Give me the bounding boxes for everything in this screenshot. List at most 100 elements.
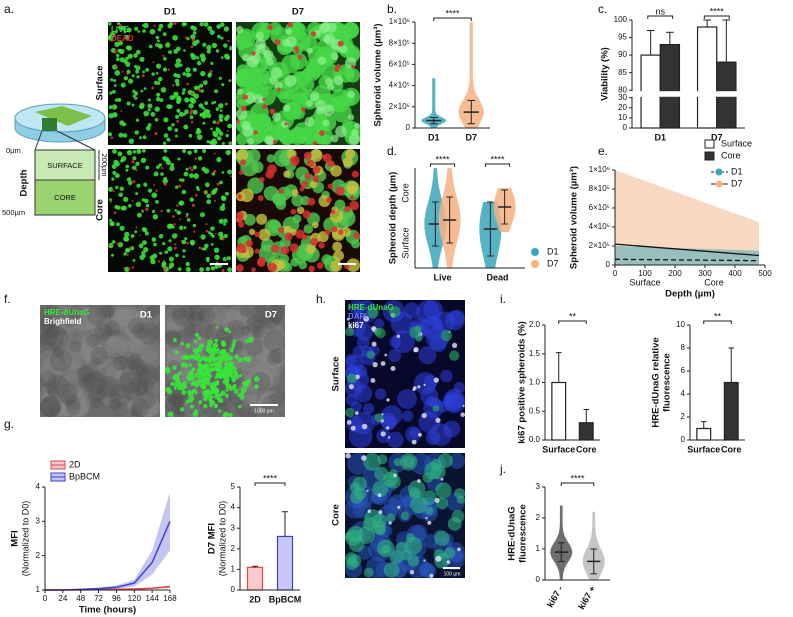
cell xyxy=(192,348,198,354)
cell xyxy=(189,97,195,103)
category-label: D1 xyxy=(428,132,440,142)
cell xyxy=(197,376,201,380)
cell xyxy=(388,349,402,362)
cell xyxy=(91,352,108,369)
cell xyxy=(291,189,299,197)
cell xyxy=(218,231,224,237)
significance-bracket xyxy=(433,17,472,21)
cell xyxy=(40,305,63,328)
cell xyxy=(197,156,203,161)
significance-label: **** xyxy=(445,8,460,18)
cell xyxy=(128,138,134,144)
cell xyxy=(223,222,227,226)
cell xyxy=(186,337,208,359)
cell xyxy=(191,380,196,385)
cell xyxy=(310,237,318,246)
cell xyxy=(460,412,466,418)
cell xyxy=(283,170,291,178)
cell xyxy=(114,173,120,179)
cell xyxy=(110,308,134,332)
cell xyxy=(183,171,189,177)
cell xyxy=(78,373,97,392)
cell xyxy=(227,267,233,272)
cell xyxy=(185,67,191,73)
cell xyxy=(221,171,225,174)
cell xyxy=(146,305,161,319)
cell xyxy=(65,396,81,412)
violin xyxy=(582,511,605,580)
cell xyxy=(390,311,413,335)
y-axis-label: Viability (%) xyxy=(600,47,611,101)
cell xyxy=(133,53,138,58)
cell xyxy=(149,28,156,35)
cell xyxy=(248,228,256,236)
cell xyxy=(261,104,267,110)
cell xyxy=(140,89,144,93)
cell xyxy=(226,320,246,339)
cell xyxy=(199,267,205,272)
cell xyxy=(423,300,443,320)
cell xyxy=(258,228,271,241)
cell xyxy=(213,329,233,349)
cell xyxy=(330,260,342,272)
cell xyxy=(206,140,210,144)
cell xyxy=(238,221,245,228)
cell xyxy=(338,44,348,54)
cell xyxy=(209,385,215,390)
cell xyxy=(367,509,371,513)
y-tick-label: 2 xyxy=(231,544,236,553)
y-axis-label: ki67 positive spheroids (%) xyxy=(517,321,528,443)
cell xyxy=(167,246,173,252)
cell xyxy=(156,92,161,97)
cell xyxy=(355,411,359,415)
cell xyxy=(157,76,163,82)
cell xyxy=(343,206,351,213)
cell xyxy=(434,497,440,503)
cell xyxy=(418,346,437,365)
cell xyxy=(178,111,184,117)
cell xyxy=(161,166,164,170)
cell xyxy=(166,320,181,335)
cell xyxy=(65,400,81,415)
panel-label: j. xyxy=(499,462,506,476)
cell xyxy=(209,403,213,408)
legend-swatch xyxy=(715,168,723,176)
cell xyxy=(168,239,172,243)
cell xyxy=(409,427,421,439)
cell xyxy=(189,111,193,115)
significance-bracket xyxy=(703,320,732,324)
axis-annotation: Core xyxy=(400,183,410,203)
cell xyxy=(111,40,113,42)
cell xyxy=(166,351,182,367)
row-label: Core xyxy=(331,504,342,526)
cell xyxy=(166,137,171,142)
significance-bracket xyxy=(703,15,730,19)
bar xyxy=(696,427,712,441)
cell xyxy=(212,132,217,137)
cell xyxy=(363,567,374,578)
cell xyxy=(124,35,130,40)
cell xyxy=(139,254,145,260)
cell xyxy=(258,343,286,370)
cell xyxy=(330,134,339,143)
cell xyxy=(219,109,223,112)
cell xyxy=(131,199,134,202)
cell xyxy=(188,397,194,403)
cell xyxy=(69,305,96,332)
cell xyxy=(254,231,260,238)
cell xyxy=(91,396,103,409)
cell xyxy=(353,487,367,501)
error-band xyxy=(45,492,170,591)
cell xyxy=(155,97,161,102)
cell xyxy=(254,384,259,390)
y-tick-label: 0 xyxy=(231,585,236,594)
cell xyxy=(252,113,272,134)
cell xyxy=(388,469,398,479)
cell xyxy=(115,161,120,167)
legend-swatch xyxy=(704,139,715,149)
panel-label: c. xyxy=(598,2,607,16)
cell xyxy=(345,552,358,565)
cell xyxy=(113,79,117,83)
cell xyxy=(254,248,260,254)
y-tick-label: 1×10⁶ xyxy=(389,17,410,26)
